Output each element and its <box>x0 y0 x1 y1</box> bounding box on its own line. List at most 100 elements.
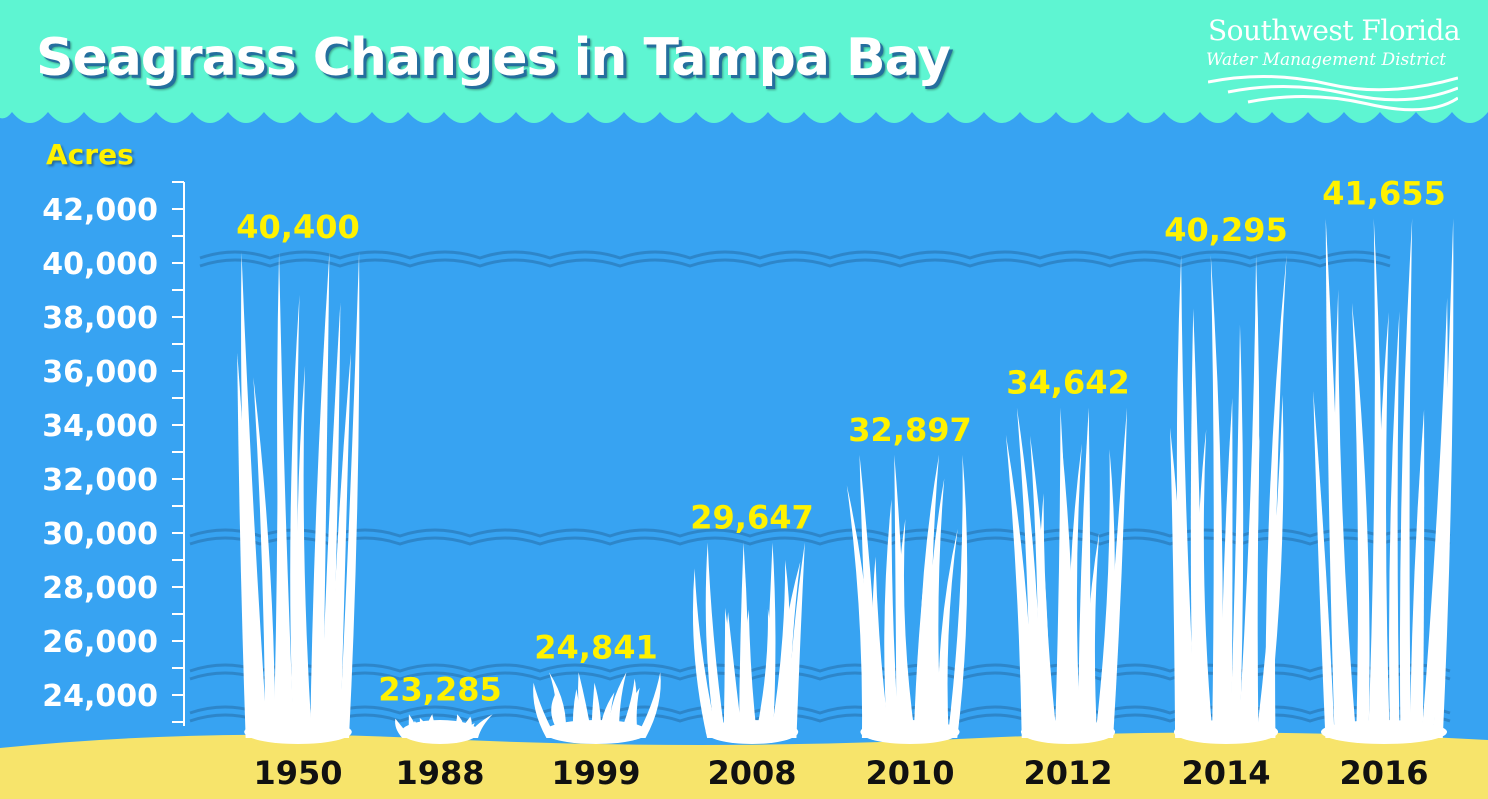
x-tick-label-1988: 1988 <box>395 754 484 792</box>
seagrass-blade <box>600 692 615 738</box>
seagrass-blade <box>578 672 593 738</box>
y-tick-label: 32,000 <box>42 463 158 498</box>
wave-line <box>189 536 1451 546</box>
seagrass-blade <box>468 714 493 738</box>
seagrass-blade <box>1016 407 1042 738</box>
seagrass-blade <box>1376 312 1390 738</box>
y-tick-label: 38,000 <box>42 301 158 336</box>
seagrass-blade <box>551 692 576 738</box>
value-label-2012: 34,642 <box>1006 364 1129 402</box>
seagrass-blade <box>320 302 341 738</box>
seagrass-blade <box>1068 443 1082 738</box>
seagrass-blade <box>277 252 294 738</box>
y-tick-label: 26,000 <box>42 625 158 660</box>
logo-line-2: Water Management District <box>1206 50 1447 70</box>
seagrass-bar-1999 <box>533 672 661 744</box>
value-label-2016: 41,655 <box>1322 174 1445 212</box>
seagrass-bar-1950 <box>237 252 360 744</box>
seagrass-bars <box>237 218 1454 744</box>
seagrass-bar-2016 <box>1313 218 1454 744</box>
water-surface <box>0 0 1488 123</box>
y-axis-title: Acres <box>46 138 134 171</box>
seagrass-blade <box>1334 289 1357 738</box>
seagrass-blade <box>290 294 303 738</box>
y-tick-label: 24,000 <box>42 679 158 714</box>
seagrass-blade <box>1351 302 1370 738</box>
seagrass-blade <box>725 611 743 738</box>
seagrass-blade <box>1197 429 1213 738</box>
seagrass-blade <box>329 352 351 738</box>
value-label-2008: 29,647 <box>690 499 813 537</box>
seagrass-blade <box>897 518 916 738</box>
seagrass-blade <box>310 252 330 738</box>
seagrass-blade <box>743 609 758 738</box>
x-tick-label-1999: 1999 <box>551 754 640 792</box>
seagrass-bar-2010 <box>846 454 968 744</box>
seagrass-blade <box>635 672 661 738</box>
y-tick-label: 30,000 <box>42 517 158 552</box>
seagrass-blade <box>1220 398 1233 738</box>
seagrass-bar-2012 <box>1005 407 1128 744</box>
seagrass-blade <box>938 528 958 738</box>
seagrass-blade <box>1103 407 1128 738</box>
seagrass-blade <box>1246 435 1260 738</box>
seagrass-blade <box>762 542 776 738</box>
seagrass-blade <box>919 454 940 738</box>
seagrass-blade <box>1265 255 1287 738</box>
seagrass-blade <box>1230 324 1244 738</box>
seagrass-blade <box>1389 311 1400 738</box>
seagrass-blade <box>591 682 602 738</box>
logo-waves-icon <box>1208 75 1458 112</box>
seagrass-blade <box>846 485 874 738</box>
y-tick-label: 40,000 <box>42 247 158 282</box>
value-label-1950: 40,400 <box>236 208 359 246</box>
seabed <box>0 732 1488 799</box>
seagrass-blade <box>1409 409 1425 738</box>
logo-line-1: Southwest Florida <box>1208 14 1461 47</box>
seagrass-bar-2014 <box>1170 255 1287 744</box>
wave-lines <box>189 250 1451 723</box>
seagrass-blade <box>339 252 360 738</box>
value-label-1999: 24,841 <box>534 628 657 666</box>
x-tick-label-2014: 2014 <box>1181 754 1270 792</box>
seagrass-blade <box>241 252 268 738</box>
seagrass-blade <box>426 714 439 738</box>
seagrass-blade <box>705 542 726 738</box>
seagrass-blade <box>533 682 557 738</box>
x-tick-label-2010: 2010 <box>865 754 954 792</box>
seagrass-blade <box>1038 493 1058 738</box>
x-tick-label-2016: 2016 <box>1339 754 1428 792</box>
district-logo: Southwest Florida Water Management Distr… <box>1200 14 1470 114</box>
wave-line <box>199 250 1391 260</box>
value-label-2014: 40,295 <box>1164 211 1287 249</box>
seagrass-blade <box>608 672 627 738</box>
x-tick-label-2008: 2008 <box>707 754 796 792</box>
value-label-2010: 32,897 <box>848 411 971 449</box>
seagrass-blade <box>872 556 890 738</box>
seagrass-blade <box>1005 434 1034 738</box>
seagrass-blade <box>1313 391 1335 738</box>
x-tick-label-1950: 1950 <box>253 754 342 792</box>
seagrass-blade <box>1399 218 1413 738</box>
wave-line <box>189 528 1451 538</box>
value-label-1988: 23,285 <box>378 670 501 708</box>
seagrass-blade <box>927 478 945 738</box>
y-tick-label: 42,000 <box>42 193 158 228</box>
page-title: Seagrass Changes in Tampa Bay <box>36 28 951 88</box>
seagrass-blade <box>777 561 801 738</box>
y-tick-label: 34,000 <box>42 409 158 444</box>
seagrass-blade <box>947 454 968 738</box>
seagrass-blade <box>253 377 276 738</box>
y-axis: 24,000 26,000 28,000 30,000 32,000 34,000 36,0… <box>42 181 185 726</box>
chart-labels: 40,400 23,285 24,841 29,647 32,897 34,642 40,2… <box>236 174 1445 792</box>
seagrass-blade <box>395 718 412 738</box>
seagrass-blade <box>441 720 452 738</box>
wave-line <box>199 258 1391 268</box>
y-tick-label: 28,000 <box>42 571 158 606</box>
seagrass-blade <box>692 568 718 738</box>
seagrass-blade <box>786 542 805 738</box>
seagrass-blade <box>297 365 312 738</box>
seagrass-blade <box>1085 532 1100 738</box>
